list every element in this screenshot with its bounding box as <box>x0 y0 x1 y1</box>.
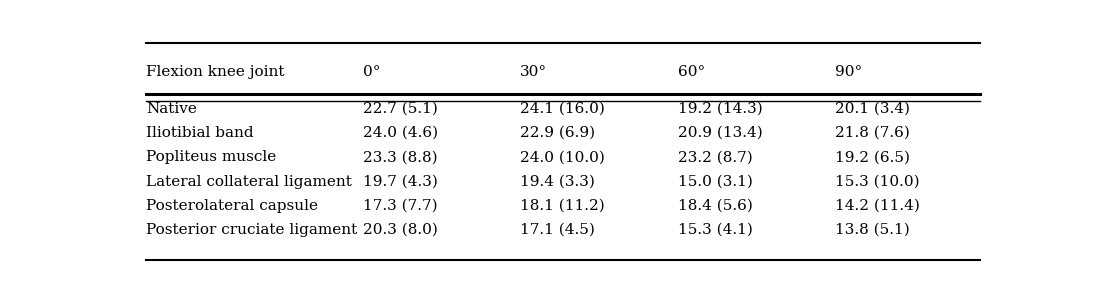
Text: 19.2 (14.3): 19.2 (14.3) <box>677 102 762 116</box>
Text: 15.3 (10.0): 15.3 (10.0) <box>834 175 920 188</box>
Text: 20.1 (3.4): 20.1 (3.4) <box>834 102 910 116</box>
Text: 23.2 (8.7): 23.2 (8.7) <box>677 150 752 164</box>
Text: Popliteus muscle: Popliteus muscle <box>146 150 276 164</box>
Text: 24.0 (4.6): 24.0 (4.6) <box>362 126 438 140</box>
Text: 21.8 (7.6): 21.8 (7.6) <box>834 126 910 140</box>
Text: Flexion knee joint: Flexion knee joint <box>146 65 284 79</box>
Text: 18.1 (11.2): 18.1 (11.2) <box>520 199 605 213</box>
Text: 90°: 90° <box>834 65 862 79</box>
Text: 19.7 (4.3): 19.7 (4.3) <box>362 175 438 188</box>
Text: 0°: 0° <box>362 65 380 79</box>
Text: 24.0 (10.0): 24.0 (10.0) <box>520 150 605 164</box>
Text: 22.7 (5.1): 22.7 (5.1) <box>362 102 438 116</box>
Text: 14.2 (11.4): 14.2 (11.4) <box>834 199 920 213</box>
Text: 19.4 (3.3): 19.4 (3.3) <box>520 175 595 188</box>
Text: 60°: 60° <box>677 65 705 79</box>
Text: 15.0 (3.1): 15.0 (3.1) <box>677 175 752 188</box>
Text: 13.8 (5.1): 13.8 (5.1) <box>834 223 910 237</box>
Text: Posterior cruciate ligament: Posterior cruciate ligament <box>146 223 357 237</box>
Text: 23.3 (8.8): 23.3 (8.8) <box>362 150 437 164</box>
Text: 24.1 (16.0): 24.1 (16.0) <box>520 102 605 116</box>
Text: 18.4 (5.6): 18.4 (5.6) <box>677 199 752 213</box>
Text: 17.1 (4.5): 17.1 (4.5) <box>520 223 595 237</box>
Text: 22.9 (6.9): 22.9 (6.9) <box>520 126 595 140</box>
Text: 30°: 30° <box>520 65 547 79</box>
Text: Posterolateral capsule: Posterolateral capsule <box>146 199 317 213</box>
Text: 17.3 (7.7): 17.3 (7.7) <box>362 199 437 213</box>
Text: Native: Native <box>146 102 197 116</box>
Text: 15.3 (4.1): 15.3 (4.1) <box>677 223 752 237</box>
Text: 19.2 (6.5): 19.2 (6.5) <box>834 150 910 164</box>
Text: Lateral collateral ligament: Lateral collateral ligament <box>146 175 351 188</box>
Text: 20.3 (8.0): 20.3 (8.0) <box>362 223 438 237</box>
Text: Iliotibial band: Iliotibial band <box>146 126 254 140</box>
Text: 20.9 (13.4): 20.9 (13.4) <box>677 126 762 140</box>
